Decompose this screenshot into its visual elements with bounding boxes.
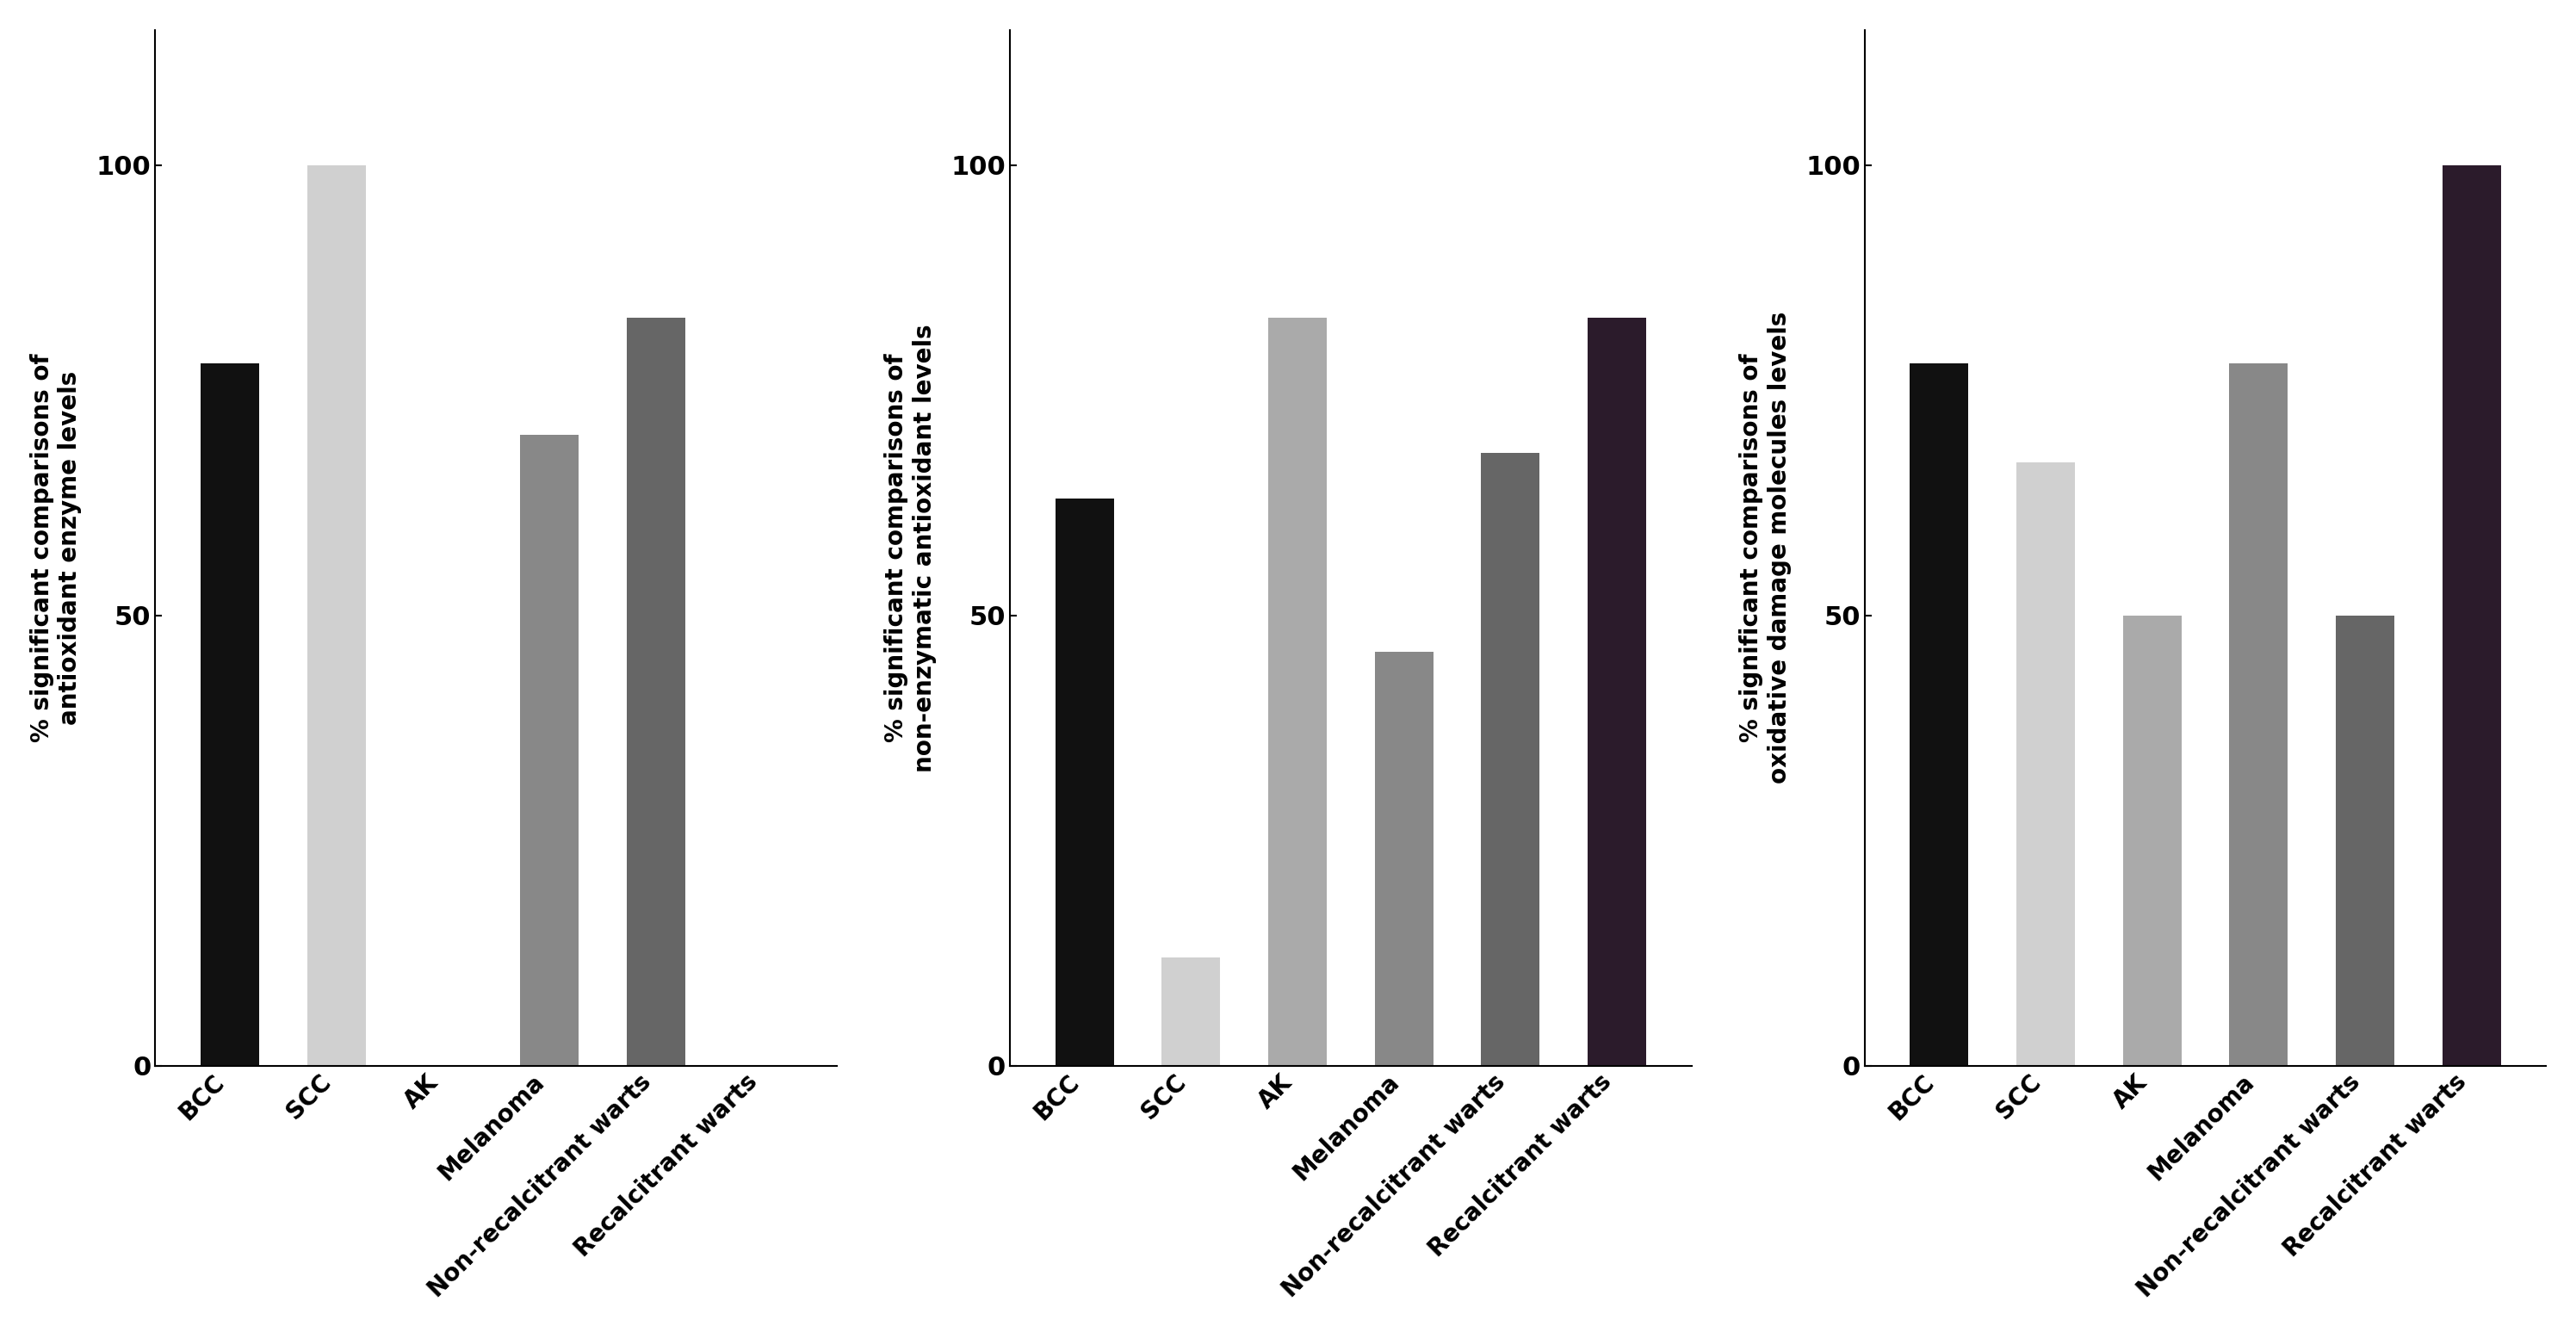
Bar <box>2123 615 2182 1066</box>
Bar <box>1481 453 1540 1066</box>
Y-axis label: % significant comparisons of
antioxidant enzyme levels: % significant comparisons of antioxidant… <box>31 353 82 742</box>
Bar <box>2336 615 2393 1066</box>
Bar <box>201 364 260 1066</box>
Bar <box>2228 364 2287 1066</box>
Bar <box>626 318 685 1066</box>
Bar <box>520 436 580 1066</box>
Y-axis label: % significant comparisons of
oxidative damage molecules levels: % significant comparisons of oxidative d… <box>1739 312 1790 785</box>
Bar <box>1056 498 1113 1066</box>
Bar <box>2442 165 2501 1066</box>
Bar <box>2017 462 2074 1066</box>
Bar <box>1587 318 1646 1066</box>
Bar <box>307 165 366 1066</box>
Bar <box>1162 958 1221 1066</box>
Bar <box>1909 364 1968 1066</box>
Bar <box>1376 651 1432 1066</box>
Y-axis label: % significant comparisons of
non-enzymatic antioxidant levels: % significant comparisons of non-enzymat… <box>884 324 938 773</box>
Bar <box>1267 318 1327 1066</box>
